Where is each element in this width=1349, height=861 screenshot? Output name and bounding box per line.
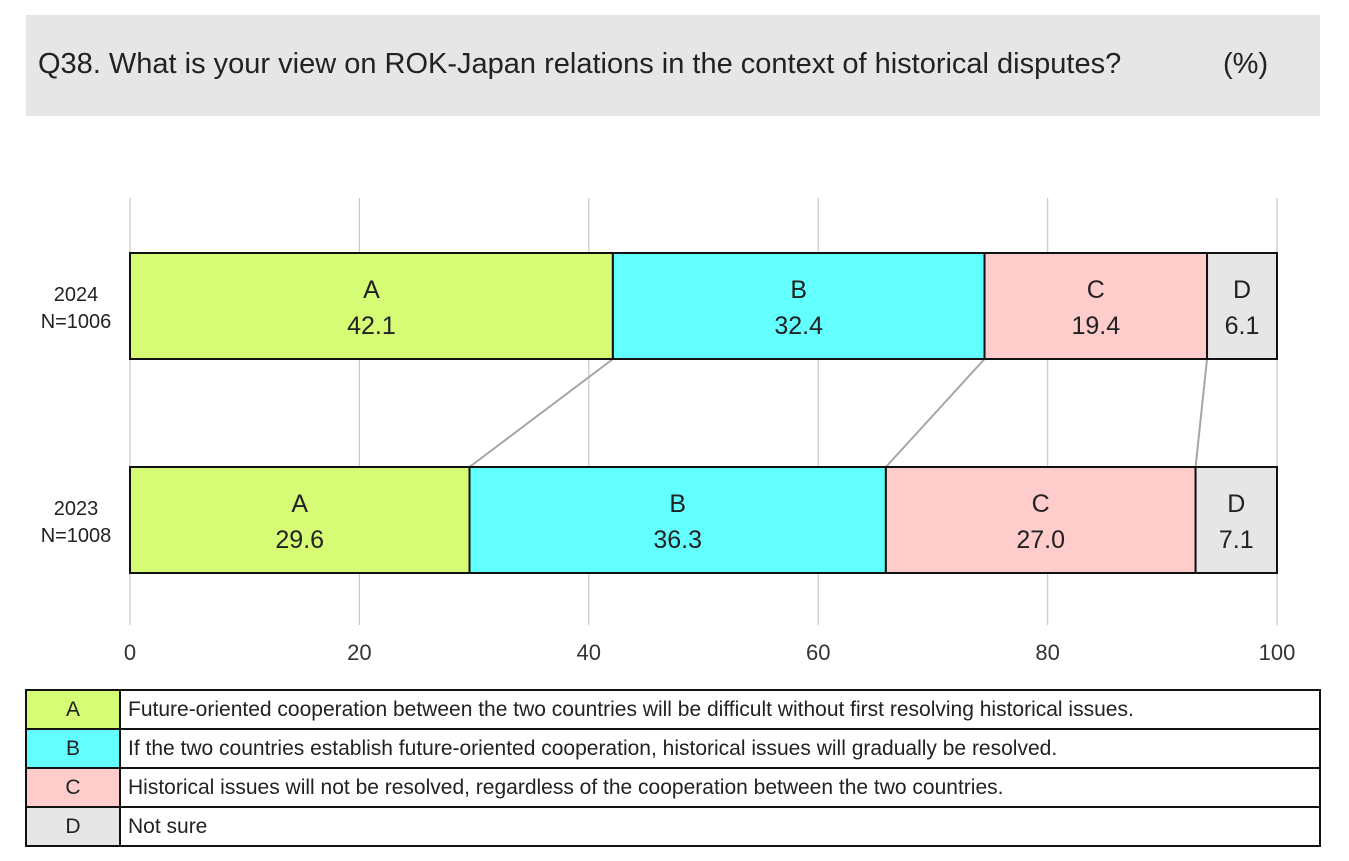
bar-letter-2023-c: C bbox=[1032, 490, 1050, 518]
bar-value-2023-c: 27.0 bbox=[1016, 526, 1065, 554]
row-label-year-2023: 2023 bbox=[54, 498, 99, 520]
bar-2023-c bbox=[884, 466, 1197, 574]
legend-key-a: A bbox=[25, 689, 121, 730]
legend-row-d: D Not sure bbox=[25, 806, 1321, 847]
bar-2024-b bbox=[611, 252, 986, 360]
legend-text-b: If the two countries establish future-or… bbox=[119, 728, 1321, 769]
connector-line-a bbox=[468, 358, 614, 468]
bar-2023-a bbox=[129, 466, 471, 574]
bar-letter-2023-a: A bbox=[291, 490, 308, 518]
row-label-year-2024: 2024 bbox=[54, 284, 99, 306]
bar-2023-b bbox=[468, 466, 887, 574]
x-tick-label-20: 20 bbox=[347, 640, 371, 665]
connector-line-c bbox=[1194, 358, 1209, 468]
legend-key-b: B bbox=[25, 728, 121, 769]
legend-row-a: A Future-oriented cooperation between th… bbox=[25, 689, 1321, 730]
bar-letter-2024-b: B bbox=[790, 276, 807, 304]
unit-label: (%) bbox=[1223, 48, 1269, 80]
row-label-n-2024: N=1006 bbox=[41, 311, 112, 333]
x-tick-label-40: 40 bbox=[577, 640, 601, 665]
bar-2024-d bbox=[1206, 252, 1278, 360]
legend-key-d: D bbox=[25, 806, 121, 847]
legend-text-a: Future-oriented cooperation between the … bbox=[119, 689, 1321, 730]
bar-value-2024-a: 42.1 bbox=[347, 312, 396, 340]
chart-title: Q38. What is your view on ROK-Japan rela… bbox=[38, 48, 1122, 80]
connector-line-b bbox=[885, 358, 986, 468]
bar-value-2024-c: 19.4 bbox=[1071, 312, 1120, 340]
legend-text-d: Not sure bbox=[119, 806, 1321, 847]
bar-value-2024-d: 6.1 bbox=[1225, 312, 1260, 340]
bar-letter-2023-b: B bbox=[669, 490, 686, 518]
title-bar: Q38. What is your view on ROK-Japan rela… bbox=[26, 15, 1320, 116]
bar-letter-2023-d: D bbox=[1227, 490, 1245, 518]
bar-value-2023-d: 7.1 bbox=[1219, 526, 1254, 554]
legend-key-c: C bbox=[25, 767, 121, 808]
bar-2023-d bbox=[1194, 466, 1278, 574]
bar-value-2024-b: 32.4 bbox=[774, 312, 823, 340]
bar-letter-2024-a: A bbox=[363, 276, 380, 304]
row-label-n-2023: N=1008 bbox=[41, 525, 112, 547]
stacked-bar-chart: 0 20 40 60 80 100 A 42.1 B 32.4 C 19.4 D 6.1 2024 N=100… bbox=[41, 198, 1296, 665]
bar-letter-2024-c: C bbox=[1087, 276, 1105, 304]
bar-value-2023-b: 36.3 bbox=[653, 526, 702, 554]
x-tick-label-60: 60 bbox=[806, 640, 830, 665]
bar-2024-a bbox=[129, 252, 614, 360]
bar-value-2023-a: 29.6 bbox=[275, 526, 324, 554]
legend-table: A Future-oriented cooperation between th… bbox=[25, 689, 1321, 847]
x-tick-label-0: 0 bbox=[124, 640, 136, 665]
legend-row-b: B If the two countries establish future-… bbox=[25, 728, 1321, 769]
bar-2024-c bbox=[983, 252, 1209, 360]
legend-row-c: C Historical issues will not be resolved… bbox=[25, 767, 1321, 808]
x-tick-label-80: 80 bbox=[1035, 640, 1059, 665]
x-tick-label-100: 100 bbox=[1259, 640, 1296, 665]
legend-text-c: Historical issues will not be resolved, … bbox=[119, 767, 1321, 808]
bar-letter-2024-d: D bbox=[1233, 276, 1251, 304]
